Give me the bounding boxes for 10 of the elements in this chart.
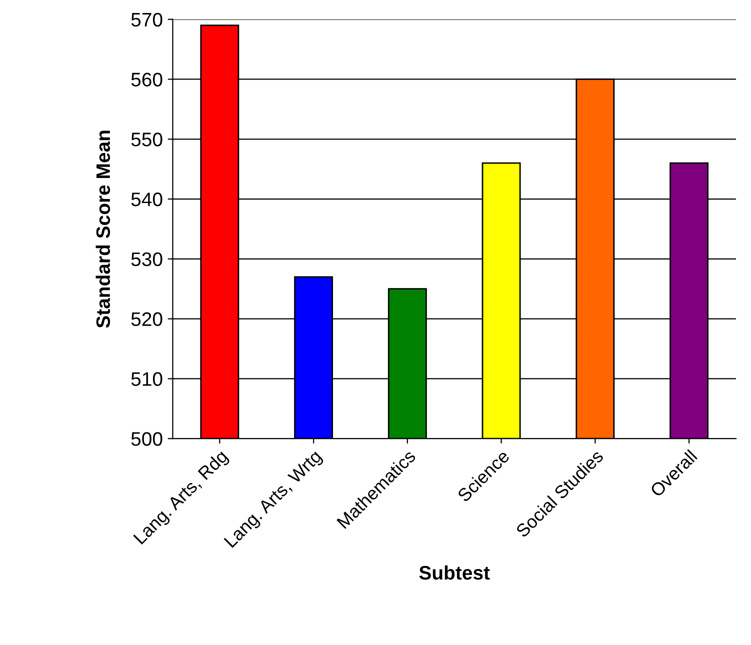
y-tick-label: 540 <box>131 192 162 206</box>
y-tick-label: 520 <box>131 312 162 326</box>
y-tick-label: 510 <box>131 372 162 386</box>
x-axis-title: Subtest <box>419 565 490 580</box>
y-tick-label: 570 <box>131 12 162 27</box>
y-axis-title: Standard Score Mean <box>96 130 110 328</box>
y-tick-label: 550 <box>131 132 162 146</box>
y-tick-label: 530 <box>131 252 162 266</box>
y-tick-label: 560 <box>131 72 162 86</box>
y-tick-label: 500 <box>131 432 162 446</box>
